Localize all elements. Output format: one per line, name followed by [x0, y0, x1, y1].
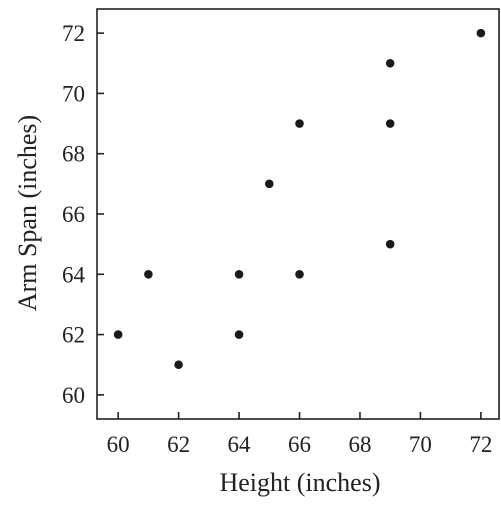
y-tick-label: 68 — [62, 142, 85, 167]
y-tick-label: 64 — [62, 262, 86, 287]
y-tick-label: 62 — [62, 323, 85, 348]
data-point — [234, 330, 244, 339]
y-tick-label: 72 — [62, 21, 85, 46]
x-tick-label: 68 — [348, 432, 371, 457]
x-tick-label: 70 — [409, 432, 432, 457]
ticks: 60 62 64 66 68 70 72 60 62 64 66 68 70 72 — [62, 21, 492, 457]
data-point — [264, 179, 274, 189]
x-tick-label: 66 — [288, 432, 311, 457]
x-tick-label: 64 — [228, 432, 252, 457]
data-point — [295, 119, 304, 128]
data-point — [174, 360, 183, 370]
axes — [96, 8, 500, 420]
data-point — [385, 119, 395, 128]
data-point — [476, 28, 486, 38]
x-tick-label: 72 — [469, 432, 492, 457]
x-axis-label: Height (inches) — [219, 468, 380, 497]
x-tick-label: 60 — [107, 432, 130, 457]
data-point — [234, 269, 244, 279]
y-axis-label: Arm Span (inches) — [13, 115, 42, 311]
y-tick-label: 70 — [62, 81, 85, 106]
data-points — [113, 28, 486, 370]
data-point — [385, 58, 395, 68]
data-point — [385, 239, 395, 249]
y-tick-label: 66 — [62, 202, 85, 227]
x-tick-label: 62 — [167, 432, 190, 457]
axis-labels: Height (inches) Arm Span (inches) — [13, 115, 381, 497]
y-tick-label: 60 — [62, 383, 85, 408]
data-point — [113, 330, 123, 339]
plot-frame — [96, 8, 500, 420]
data-point — [144, 269, 153, 279]
data-point — [295, 269, 304, 279]
